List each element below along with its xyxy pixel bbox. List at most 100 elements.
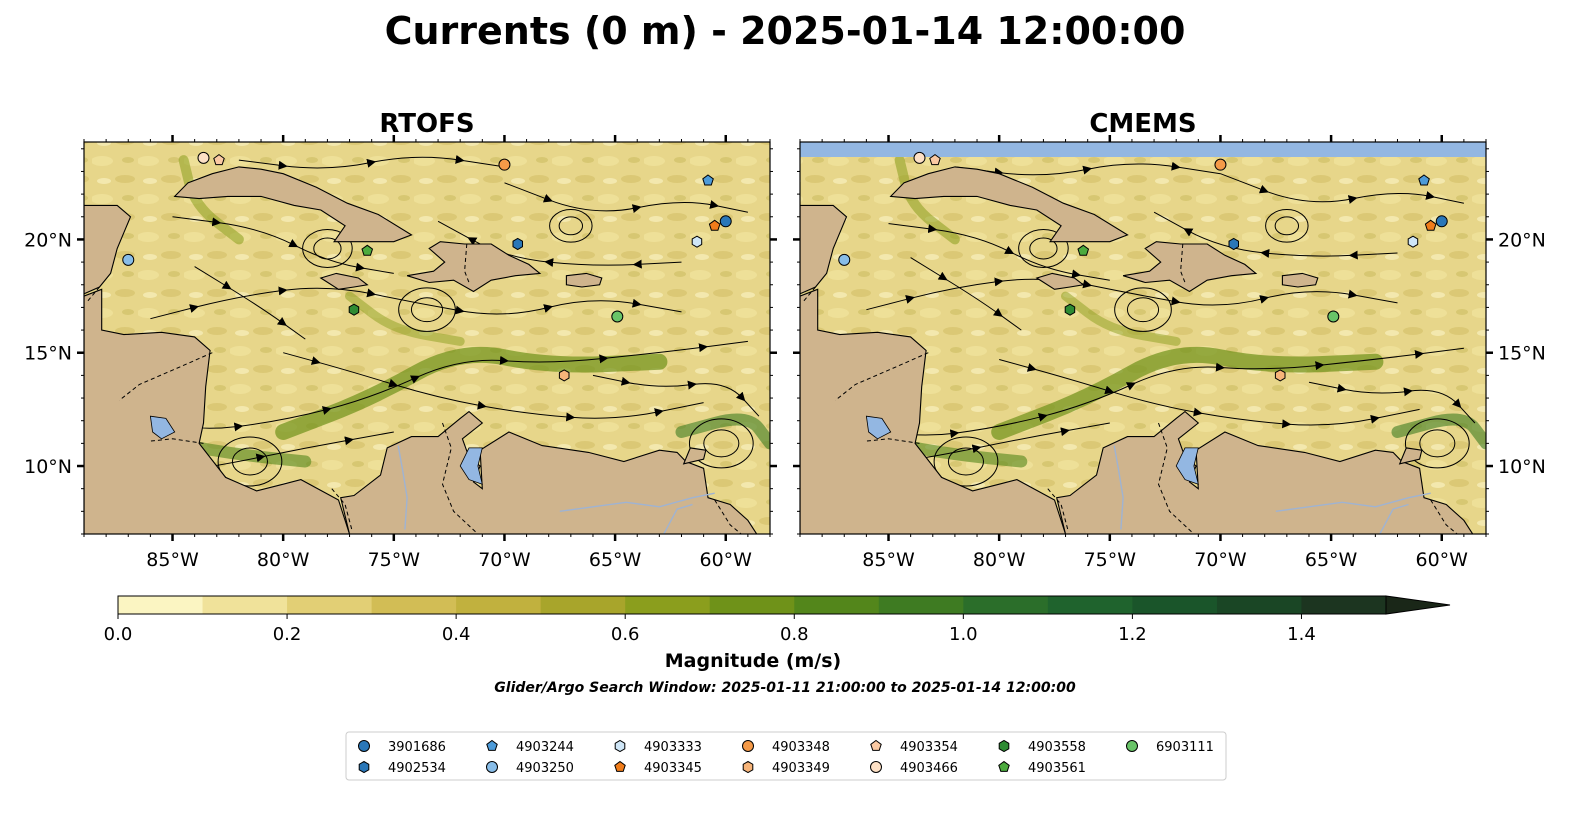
legend-item: 4903354 — [870, 739, 958, 755]
legend-marker — [358, 740, 370, 752]
colorbar-swatch — [287, 596, 373, 614]
legend-marker — [486, 739, 498, 751]
streamline — [888, 223, 1110, 281]
x-tick-label: 65°W — [1305, 549, 1358, 571]
float-marker — [1228, 237, 1239, 251]
streamline — [150, 286, 682, 320]
float-legend: 3901686 4902534 4903244 4903250 4903333 49033… — [345, 731, 1227, 781]
legend-item: 4903345 — [614, 760, 702, 776]
legend-label: 4903354 — [900, 740, 958, 755]
country-border — [801, 286, 816, 304]
float-marker — [213, 153, 225, 166]
country-border — [441, 422, 479, 534]
map-frame — [799, 141, 1487, 535]
panel-title-cmems: CMEMS — [1089, 109, 1196, 139]
colorbar-tick-label: 0.4 — [442, 624, 471, 645]
float-marker — [1435, 215, 1448, 228]
legend-item: 4903466 — [870, 761, 958, 776]
streamline — [194, 266, 306, 340]
float-marker — [197, 151, 210, 164]
river — [559, 492, 715, 512]
float-marker — [1274, 369, 1286, 382]
lake-maracaibo — [459, 447, 483, 485]
colorbar-swatch — [1132, 596, 1218, 614]
legend-item: 4903333 — [614, 739, 702, 755]
float-marker — [1424, 219, 1437, 231]
legend-marker — [742, 740, 754, 752]
colorbar-swatch — [202, 596, 288, 614]
x-tick-label: 60°W — [700, 549, 753, 571]
eddy-streamline — [1018, 228, 1069, 269]
legend-label: 4903244 — [516, 740, 574, 755]
colorbar-swatch — [1301, 596, 1387, 614]
colorbar-extend-arrow — [1385, 595, 1451, 615]
colorbar-swatch — [118, 596, 204, 614]
colorbar-tick-label: 1.4 — [1287, 624, 1316, 645]
country-border — [1047, 488, 1069, 530]
float-marker — [719, 215, 732, 228]
river — [1113, 445, 1124, 530]
float-marker — [611, 310, 624, 323]
country-border — [464, 243, 470, 283]
colorbar-tick-label: 1.2 — [1118, 624, 1147, 645]
land-yucatan — [84, 204, 132, 295]
colorbar-swatch — [963, 596, 1049, 614]
colorbar-swatch — [878, 596, 964, 614]
lake-maracaibo — [1175, 447, 1199, 485]
eddy-streamline — [1114, 287, 1172, 332]
colorbar-tick-label: 0.6 — [611, 624, 640, 645]
legend-label: 4903558 — [1028, 740, 1086, 755]
land-central-america — [800, 288, 1067, 534]
country-border — [866, 438, 920, 444]
float-marker — [1214, 158, 1227, 171]
map-frame — [83, 141, 771, 535]
country-border — [714, 499, 742, 534]
country-border — [150, 438, 204, 444]
land-puerto-rico — [1281, 272, 1319, 288]
streamline — [283, 352, 704, 422]
x-tick-label: 60°W — [1416, 549, 1469, 571]
legend-item: 4903561 — [998, 760, 1086, 776]
x-tick-label: 80°W — [257, 549, 310, 571]
colorbar-frame — [117, 595, 1387, 615]
eddy-streamline — [313, 237, 342, 260]
y-tick-label: 20°N — [1498, 229, 1546, 251]
streamline — [866, 277, 1398, 311]
colorbar-swatch — [1047, 596, 1133, 614]
land-yucatan — [800, 204, 848, 295]
streamline — [172, 216, 394, 274]
float-marker — [708, 219, 721, 231]
x-tick-label: 80°W — [973, 549, 1026, 571]
eddy-streamline — [1029, 237, 1058, 260]
float-marker — [1407, 235, 1419, 248]
legend-item: 4903349 — [742, 760, 830, 776]
x-tick-label: 65°W — [589, 549, 642, 571]
x-tick-label: 75°W — [1084, 549, 1137, 571]
legend-marker — [1126, 740, 1138, 752]
country-border — [1180, 243, 1186, 283]
float-marker — [929, 153, 941, 166]
float-marker — [558, 369, 570, 382]
eddy-streamline — [933, 436, 999, 487]
float-marker — [1418, 174, 1430, 186]
legend-marker — [742, 760, 754, 774]
x-tick-label: 70°W — [478, 549, 531, 571]
land-south-america — [340, 410, 758, 534]
x-tick-label: 85°W — [146, 549, 199, 571]
legend-item: 4903348 — [742, 740, 830, 755]
colorbar-tick-label: 0.8 — [780, 624, 809, 645]
streamline — [238, 154, 505, 170]
y-tick-label: 10°N — [24, 456, 72, 478]
x-tick-label: 70°W — [1194, 549, 1247, 571]
land-trinidad — [682, 447, 707, 465]
legend-label: 4903349 — [772, 761, 830, 776]
eddy-streamline — [1265, 209, 1309, 243]
float-marker — [913, 151, 926, 164]
legend-marker — [614, 739, 626, 753]
eddy-streamline — [231, 447, 268, 476]
eddy-streamline — [1419, 429, 1456, 458]
eddy-streamline — [398, 287, 456, 332]
country-border — [1430, 499, 1458, 534]
legend-marker — [998, 760, 1010, 772]
